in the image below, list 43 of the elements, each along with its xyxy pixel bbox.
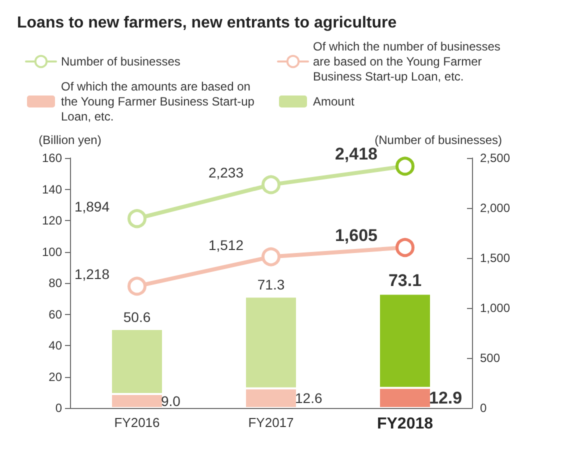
total-label: 71.3 [257, 276, 285, 293]
point [262, 175, 280, 194]
data-label: 1,605 [334, 226, 378, 245]
y2-tick-label: 2,500 [480, 151, 510, 165]
data-label: 2,418 [334, 144, 378, 164]
y2-tick-label: 500 [480, 351, 500, 365]
x-tick-label: FY2016 [114, 415, 160, 430]
total-label: 73.1 [388, 270, 422, 290]
data-label: 12.9 [429, 388, 462, 408]
point [128, 209, 146, 228]
data-label: 12.6 [295, 390, 322, 406]
y2-tick-label: 1,000 [480, 301, 510, 315]
point [128, 276, 146, 296]
total-label: 50.6 [123, 308, 151, 325]
data-label: 1,894 [74, 198, 110, 215]
data-label: 9.0 [161, 392, 181, 409]
y2-axis-title: (Number of businesses) [374, 133, 502, 147]
y-tick-label: 40 [48, 338, 62, 352]
legend-label: Of which the number of businesses are based on the Young Farmer Business Start-up Loan, etc. [313, 40, 504, 84]
data-label: 1,218 [74, 266, 110, 282]
x-tick-label: FY2018 [376, 416, 434, 432]
y-tick-label: 0 [55, 401, 62, 415]
y-tick-label: 60 [48, 307, 62, 322]
y-tick-label: 100 [42, 244, 62, 259]
legend-label: Number of businesses [61, 54, 180, 68]
y-tick-label: 160 [42, 151, 62, 165]
point [262, 247, 280, 266]
point [396, 238, 414, 257]
legend-label: Amount [313, 94, 356, 108]
y2-tick-label: 1,500 [480, 251, 510, 265]
y2-tick-label: 0 [480, 401, 487, 415]
data-label: 1,512 [208, 236, 244, 253]
y-axis-title: (Billion yen) [38, 133, 102, 147]
legend-label: Of which the amounts are based on the Young Farmer Business Start-up Loan, etc. [61, 80, 258, 124]
y2-tick-label: 2,000 [480, 201, 510, 215]
y-tick-label: 20 [48, 370, 62, 384]
chart-title: Loans to new farmers, new entrants to agriculture [17, 14, 397, 32]
y-tick-label: 80 [48, 276, 62, 290]
x-tick-label: FY2017 [248, 415, 294, 430]
data-label: 2,233 [208, 164, 244, 181]
y-tick-label: 140 [42, 182, 62, 196]
point [396, 156, 414, 176]
y-tick-label: 120 [42, 214, 62, 228]
